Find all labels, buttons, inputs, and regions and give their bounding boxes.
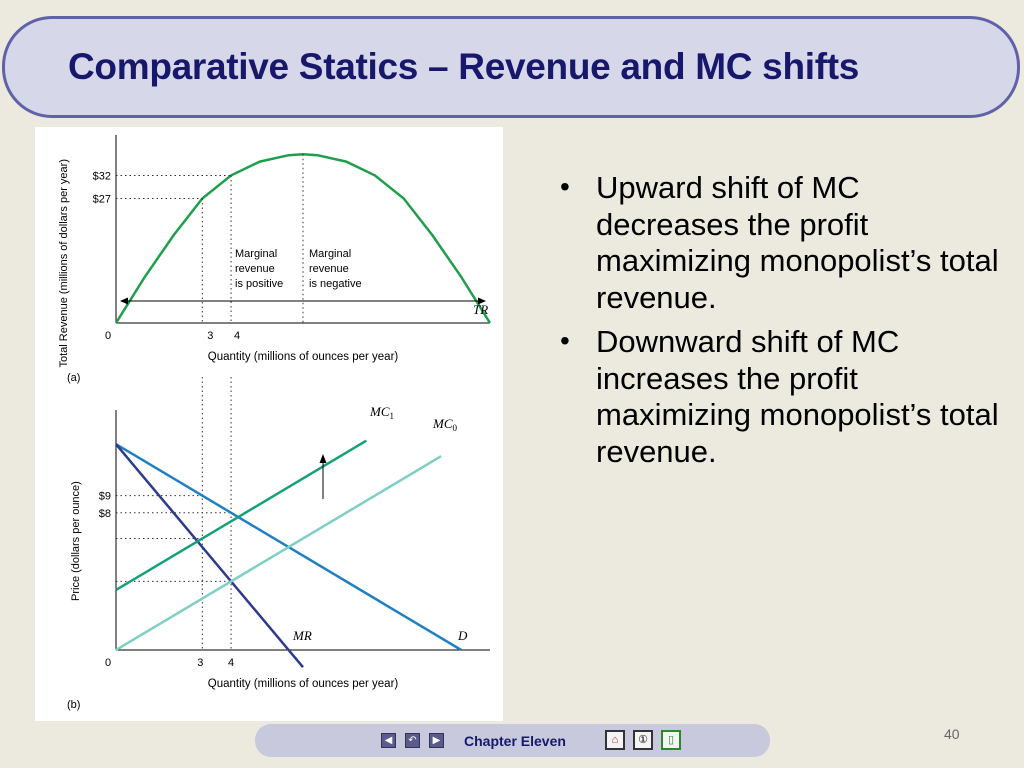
return-icon[interactable]: ↶ — [405, 733, 420, 748]
chart-b: $9 $8 3 4 0 Quantity (millions of ounces… — [67, 377, 490, 711]
series-label-mc1: MC1 — [369, 404, 394, 421]
info-icon[interactable]: ① — [633, 730, 653, 750]
x-tick-label-3-a: 3 — [207, 330, 213, 342]
y-tick-label-8: $8 — [99, 508, 111, 520]
chart-a: $32 $27 3 4 0 Quantity (millions of ounc… — [58, 135, 492, 384]
region-arrow-right-head — [478, 297, 486, 305]
annotation-mr-positive-line-3: is positive — [235, 278, 283, 290]
page-title: Comparative Statics – Revenue and MC shi… — [68, 46, 860, 87]
origin-label-b: 0 — [105, 657, 111, 669]
title-bar — [2, 16, 1020, 118]
exit-icon[interactable]: ▯ — [661, 730, 681, 750]
home-icon[interactable]: ⌂ — [605, 730, 625, 750]
x-axis-label-b: Quantity (millions of ounces per year) — [208, 678, 399, 690]
shift-arrow-head — [319, 454, 327, 463]
annotation-mr-positive-line-1: Marginal — [235, 248, 277, 260]
annotation-mr-positive: Marginal revenue is positive — [235, 248, 283, 290]
y-tick-label-32: $32 — [93, 170, 111, 182]
mr-line — [115, 443, 304, 668]
panel-label-b: (b) — [67, 699, 80, 711]
tr-curve — [114, 152, 492, 324]
series-label-mc0-name: MC — [432, 416, 453, 431]
footer-nav-bar: ◀ ↶ ▶ Chapter Eleven ⌂ ① ▯ — [255, 724, 770, 757]
y-axis-label-b-text: Price (dollars per ounce) — [70, 481, 82, 601]
chart-figure: $32 $27 3 4 0 Quantity (millions of ounc… — [58, 135, 492, 711]
series-label-tr: TR — [473, 302, 488, 317]
origin-label-a: 0 — [105, 330, 111, 342]
series-label-mc0: MC0 — [432, 416, 458, 433]
y-axis-label-a-text: Total Revenue (millions of dollars per y… — [58, 159, 70, 367]
next-arrow-icon[interactable]: ▶ — [429, 733, 444, 748]
bullet-list: Upward shift of MC decreases the profit … — [558, 170, 1008, 479]
y-axis-label-b: Price (dollars per ounce) — [70, 481, 82, 601]
annotation-mr-negative-line-3: is negative — [309, 278, 362, 290]
mc0-line — [115, 455, 442, 652]
figure-panel: $32 $27 3 4 0 Quantity (millions of ounc… — [35, 127, 503, 721]
annotation-mr-negative: Marginal revenue is negative — [309, 248, 362, 290]
x-tick-label-4-a: 4 — [234, 330, 240, 342]
annotation-mr-positive-line-2: revenue — [235, 263, 275, 275]
panel-label-a: (a) — [67, 372, 80, 384]
x-tick-label-3-b: 3 — [197, 657, 203, 669]
x-tick-label-4-b: 4 — [228, 657, 234, 669]
mc1-line — [115, 439, 367, 592]
y-axis-label-a: Total Revenue (millions of dollars per y… — [58, 159, 70, 367]
series-label-mc0-sub: 0 — [453, 423, 458, 433]
series-label-mc1-name: MC — [369, 404, 390, 419]
page-number: 40 — [944, 726, 960, 742]
series-label-d: D — [457, 628, 468, 643]
series-label-mc1-sub: 1 — [390, 411, 395, 421]
bullet-item-1: Upward shift of MC decreases the profit … — [558, 170, 1008, 316]
region-arrow-left-head — [120, 297, 128, 305]
chapter-label[interactable]: Chapter Eleven — [464, 733, 566, 749]
series-label-mr: MR — [292, 628, 312, 643]
y-tick-label-9: $9 — [99, 491, 111, 503]
y-tick-label-27: $27 — [93, 194, 111, 206]
annotation-mr-negative-line-2: revenue — [309, 263, 349, 275]
x-axis-label-a: Quantity (millions of ounces per year) — [208, 351, 399, 363]
bullet-item-2: Downward shift of MC increases the profi… — [558, 324, 1008, 470]
annotation-mr-negative-line-1: Marginal — [309, 248, 351, 260]
prev-arrow-icon[interactable]: ◀ — [381, 733, 396, 748]
